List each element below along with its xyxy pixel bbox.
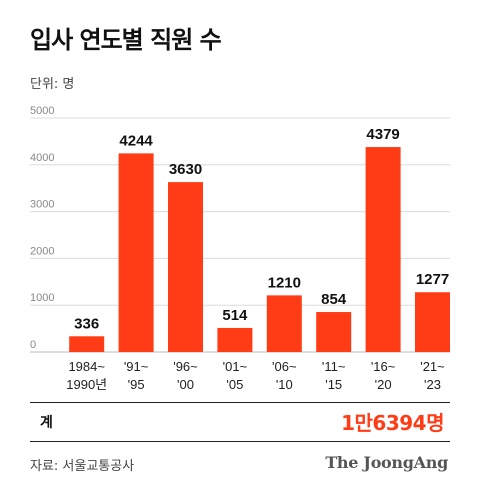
x-axis-labels: 1984~ 1990년 '91~ '95 '96~ '00 '01~ '05 '06~ '10 '1…: [66, 359, 445, 392]
y-tick-label: 0: [30, 339, 36, 351]
x-tick-label: 1990년: [66, 377, 107, 392]
x-tick-label: '01~: [223, 359, 248, 374]
value-labels: 336 4244 3630 514 1210 854 4379 1277: [74, 126, 449, 332]
y-tick-label: 3000: [30, 199, 54, 211]
bar: [168, 182, 203, 352]
value-label: 854: [321, 291, 347, 308]
y-tick-label: 5000: [30, 105, 54, 117]
bar: [365, 147, 401, 352]
x-tick-label: '91~: [124, 359, 149, 374]
x-tick-label: '21~: [420, 359, 445, 374]
value-label: 4379: [366, 126, 399, 143]
total-value: 1만6394명: [341, 411, 444, 435]
bars: [69, 147, 450, 352]
x-tick-label: '95: [128, 377, 145, 392]
x-tick-label: 1984~: [68, 359, 105, 374]
value-label: 514: [222, 307, 248, 324]
y-tick-label: 2000: [30, 245, 54, 257]
bar: [69, 336, 105, 352]
bar: [118, 153, 154, 352]
x-tick-label: '00: [177, 377, 194, 392]
x-tick-label: '16~: [371, 359, 396, 374]
bar: [217, 327, 253, 352]
x-tick-label: '06~: [272, 359, 297, 374]
bar: [415, 292, 450, 352]
x-tick-label: '23: [424, 377, 441, 392]
y-tick-label: 1000: [30, 292, 54, 304]
bar: [316, 312, 352, 352]
chart-title: 입사 연도별 직원 수: [30, 26, 222, 54]
total-label: 계: [40, 415, 53, 431]
bar-chart: 0 1000 2000 3000 4000 5000 336 4244 3630 514 1210…: [30, 105, 450, 392]
unit-label: 단위: 명: [30, 77, 75, 92]
brand-logo: The JoongAng: [325, 453, 448, 472]
x-tick-label: '96~: [173, 359, 198, 374]
source-note: 자료: 서울교통공사: [30, 459, 135, 474]
x-tick-label: '11~: [322, 359, 346, 374]
value-label: 336: [74, 315, 99, 332]
x-tick-label: '05: [226, 377, 243, 392]
y-tick-label: 4000: [30, 152, 54, 164]
bar: [266, 295, 302, 352]
y-axis-ticks: 0 1000 2000 3000 4000 5000: [30, 105, 54, 351]
value-label: 3630: [169, 161, 202, 178]
x-tick-label: '10: [276, 377, 293, 392]
value-label: 1277: [416, 271, 449, 288]
total-row: 계 1만6394명: [30, 402, 450, 442]
x-tick-label: '15: [325, 377, 342, 392]
x-tick-label: '20: [375, 377, 392, 392]
value-label: 4244: [119, 132, 153, 149]
value-label: 1210: [268, 274, 301, 291]
